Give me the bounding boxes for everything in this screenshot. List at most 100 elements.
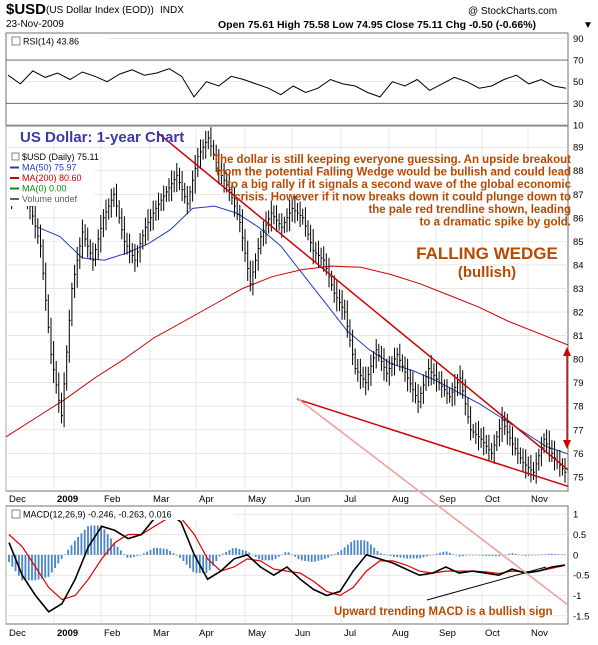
macd-histogram-bar: [340, 550, 343, 555]
macd-histogram-bar: [393, 554, 395, 557]
macd-histogram-bar: [277, 554, 280, 557]
macd-histogram-bar: [518, 554, 520, 556]
macd-x-tick: Sep: [439, 628, 456, 639]
header-symbol: $USD: [6, 1, 46, 18]
macd-histogram-bar: [215, 554, 218, 562]
macd-histogram-bar: [172, 553, 175, 555]
macd-histogram-bar: [185, 554, 188, 565]
macd-histogram-bar: [8, 554, 10, 563]
macd-histogram-bar: [208, 554, 211, 571]
price-x-tick: Apr: [199, 494, 214, 505]
macd-histogram-bar: [445, 551, 448, 555]
macd-histogram-bar: [547, 554, 550, 555]
macd-histogram-bar: [498, 554, 501, 557]
macd-histogram-bar: [195, 554, 198, 574]
chart-title: US Dollar: 1-year Chart: [20, 129, 184, 146]
macd-x-tick: Nov: [531, 628, 548, 639]
ma200-line: [5, 265, 569, 438]
macd-histogram-bar: [106, 533, 109, 555]
macd-histogram-bar: [284, 552, 287, 555]
wedge-upper-line: [157, 132, 569, 471]
macd-histogram-bar: [495, 554, 497, 557]
price-x-tick: Feb: [104, 494, 120, 505]
macd-histogram-bar: [143, 553, 145, 555]
macd-histogram-bar: [399, 554, 402, 558]
legend-entry: $USD (Daily) 75.11: [22, 152, 99, 162]
legend-entry: MA(200) 80.60: [22, 173, 82, 183]
macd-histogram-bar: [129, 554, 132, 558]
macd-histogram-bar: [281, 554, 283, 556]
macd-histogram-bar: [409, 554, 412, 559]
macd-legend: MACD(12,26,9) -0.246, -0.263, 0.016: [23, 510, 172, 520]
macd-histogram-bar: [261, 554, 264, 561]
macd-histogram-bar: [67, 549, 70, 555]
price-y-tick: 83: [573, 284, 584, 295]
macd-histogram-bar: [212, 554, 214, 566]
macd-histogram-bar: [462, 554, 464, 557]
macd-histogram-bar: [310, 554, 313, 562]
annotation-line: crisis. However if it now breaks down it…: [234, 192, 571, 204]
macd-histogram-bar: [557, 554, 560, 555]
macd-histogram-bar: [149, 549, 152, 555]
price-y-tick: 79: [573, 378, 584, 389]
macd-histogram-bar: [300, 554, 303, 561]
macd-histogram-bar: [136, 554, 139, 556]
macd-histogram-bar: [87, 526, 89, 555]
legend-entry: MA(0) 0.00: [22, 184, 67, 194]
macd-histogram-bar: [175, 554, 178, 556]
macd-x-tick: Apr: [199, 628, 214, 639]
wedge-sublabel: (bullish): [458, 264, 516, 281]
price-x-tick: May: [248, 494, 266, 505]
macd-histogram-bar: [455, 554, 458, 556]
macd-histogram-bar: [435, 553, 438, 555]
macd-histogram-bar: [488, 554, 491, 556]
macd-y-tick: -1: [573, 591, 581, 602]
macd-histogram-bar: [192, 554, 195, 572]
wedge-lower-line: [296, 398, 569, 488]
macd-histogram-bar: [100, 525, 102, 555]
macd-histogram-bar: [439, 552, 441, 555]
macd-x-tick: Mar: [153, 628, 169, 639]
macd-histogram-bar: [323, 554, 326, 559]
header-name: (US Dollar Index (EOD)): [46, 5, 154, 16]
macd-histogram-bar: [425, 554, 428, 557]
macd-histogram-bar: [297, 554, 300, 560]
price-x-tick: Jun: [295, 494, 310, 505]
macd-histogram-bar: [350, 541, 353, 555]
macd-histogram-bar: [383, 554, 385, 555]
macd-histogram-bar: [14, 554, 17, 572]
macd-histogram-bar: [90, 525, 93, 555]
target-arrow-head-top: [563, 347, 571, 356]
price-y-tick: 76: [573, 449, 584, 460]
macd-histogram-bar: [452, 554, 454, 555]
macd-histogram-bar: [241, 549, 244, 555]
macd-histogram-bar: [182, 554, 185, 561]
macd-histogram-bar: [406, 554, 408, 559]
header-brand[interactable]: @ StockCharts.com: [468, 6, 557, 17]
legend-bg: [8, 150, 94, 206]
price-y-tick: 82: [573, 308, 584, 319]
price-x-tick: Sep: [439, 494, 456, 505]
macd-histogram-bar: [21, 554, 24, 581]
legend-entry: Volume undef: [22, 194, 78, 204]
price-x-tick: 2009: [57, 494, 78, 505]
price-y-tick: 89: [573, 143, 584, 154]
macd-histogram-bar: [179, 554, 181, 558]
rsi-y-tick: 50: [573, 77, 584, 88]
price-y-tick: 88: [573, 166, 584, 177]
price-y-tick: 78: [573, 402, 584, 413]
macd-histogram-bar: [50, 554, 53, 573]
macd-x-tick: Oct: [485, 628, 500, 639]
macd-histogram-bar: [366, 541, 369, 555]
price-x-tick: Jul: [344, 494, 356, 505]
price-y-tick: 81: [573, 331, 584, 342]
macd-histogram-bar: [376, 550, 379, 555]
macd-histogram-bar: [169, 551, 172, 555]
macd-histogram-bar: [235, 548, 237, 555]
macd-histogram-bar: [57, 554, 60, 564]
macd-histogram-bar: [389, 554, 392, 556]
macd-histogram-bar: [356, 540, 359, 555]
macd-histogram-bar: [527, 554, 530, 556]
macd-histogram-bar: [287, 552, 290, 555]
